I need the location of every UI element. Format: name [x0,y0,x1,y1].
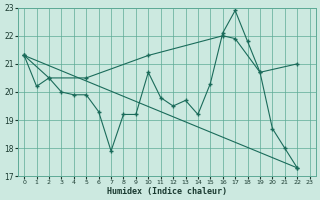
X-axis label: Humidex (Indice chaleur): Humidex (Indice chaleur) [107,187,227,196]
